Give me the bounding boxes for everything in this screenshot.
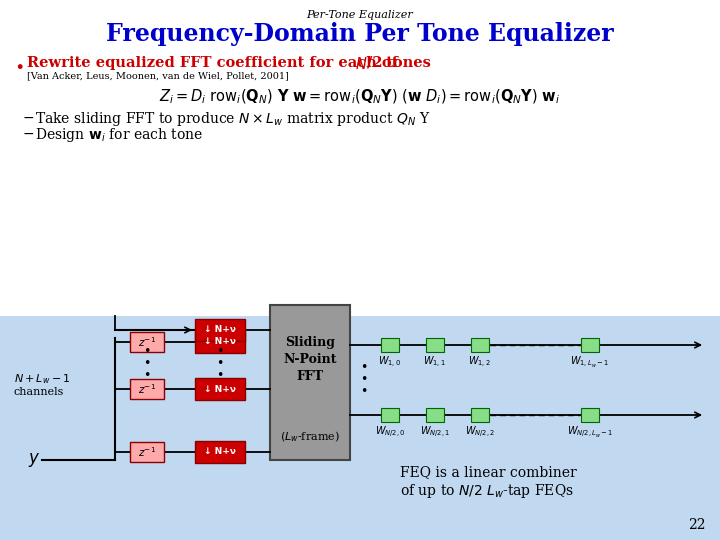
Text: Frequency-Domain Per Tone Equalizer: Frequency-Domain Per Tone Equalizer [106,22,614,46]
Text: $(L_w$-frame): $(L_w$-frame) [280,429,340,444]
Text: $Z_i = D_i\ \mathrm{row}_i(\mathbf{Q}_N)\ \mathbf{Y}\ \mathbf{w} = \mathrm{row}_: $Z_i = D_i\ \mathrm{row}_i(\mathbf{Q}_N)… [159,88,561,106]
FancyBboxPatch shape [581,338,599,352]
Text: $\bullet$: $\bullet$ [14,56,24,74]
Text: $W_{N/2,0}$: $W_{N/2,0}$ [374,425,405,440]
FancyBboxPatch shape [381,408,399,422]
Text: $W_{1,2}$: $W_{1,2}$ [469,355,492,370]
Text: $z^{-1}$: $z^{-1}$ [138,335,156,349]
Text: $W_{1,L_w-1}$: $W_{1,L_w-1}$ [570,355,610,370]
Text: of up to $N/2\ L_w$-tap FEQs: of up to $N/2\ L_w$-tap FEQs [400,482,574,500]
Text: ↓ N+ν: ↓ N+ν [204,384,236,394]
FancyBboxPatch shape [426,338,444,352]
Text: $-$: $-$ [22,126,34,140]
Text: Sliding
N-Point
FFT: Sliding N-Point FFT [283,336,337,383]
FancyBboxPatch shape [195,378,245,400]
Text: $z^{-1}$: $z^{-1}$ [138,382,156,396]
Text: $-$: $-$ [22,110,34,124]
Text: Rewrite equalized FFT coefficient for each of: Rewrite equalized FFT coefficient for ea… [27,56,403,70]
Text: FEQ is a linear combiner: FEQ is a linear combiner [400,465,577,479]
Text: [Van Acker, Leus, Moonen, van de Wiel, Pollet, 2001]: [Van Acker, Leus, Moonen, van de Wiel, P… [27,71,289,80]
FancyBboxPatch shape [471,338,489,352]
Text: •
•
•: • • • [216,346,224,382]
Text: $W_{1,0}$: $W_{1,0}$ [378,355,402,370]
Text: $y$: $y$ [28,451,40,469]
Text: $N + L_w - 1$: $N + L_w - 1$ [14,372,71,386]
Text: •
•
•: • • • [143,346,150,382]
FancyBboxPatch shape [130,442,164,462]
FancyBboxPatch shape [195,319,245,341]
FancyBboxPatch shape [471,408,489,422]
Text: tones: tones [381,56,431,70]
Text: Take sliding FFT to produce $N\times L_w$ matrix product $Q_N$ Y: Take sliding FFT to produce $N\times L_w… [35,110,431,128]
FancyBboxPatch shape [195,331,245,353]
FancyBboxPatch shape [381,338,399,352]
FancyBboxPatch shape [195,441,245,463]
Text: ↓ N+ν: ↓ N+ν [204,338,236,347]
Text: $W_{N/2,L_w-1}$: $W_{N/2,L_w-1}$ [567,425,613,440]
Text: channels: channels [14,387,64,397]
Text: ↓ N+ν: ↓ N+ν [204,448,236,456]
FancyBboxPatch shape [130,332,164,352]
FancyBboxPatch shape [426,408,444,422]
Text: •
•
•: • • • [360,361,367,399]
Text: $z^{-1}$: $z^{-1}$ [138,445,156,459]
Text: $W_{1,1}$: $W_{1,1}$ [423,355,446,370]
FancyBboxPatch shape [581,408,599,422]
Text: $W_{N/2,1}$: $W_{N/2,1}$ [420,425,450,440]
FancyBboxPatch shape [270,305,350,460]
Text: 22: 22 [688,518,706,532]
Text: Per-Tone Equalizer: Per-Tone Equalizer [307,10,413,20]
Text: $W_{N/2,2}$: $W_{N/2,2}$ [465,425,495,440]
Text: ↓ N+ν: ↓ N+ν [204,326,236,334]
Text: $\it{N}$: $\it{N}$ [355,56,367,72]
Text: Design $\mathbf{w}_i$ for each tone: Design $\mathbf{w}_i$ for each tone [35,126,203,144]
FancyBboxPatch shape [130,379,164,399]
Text: /2: /2 [367,56,382,70]
